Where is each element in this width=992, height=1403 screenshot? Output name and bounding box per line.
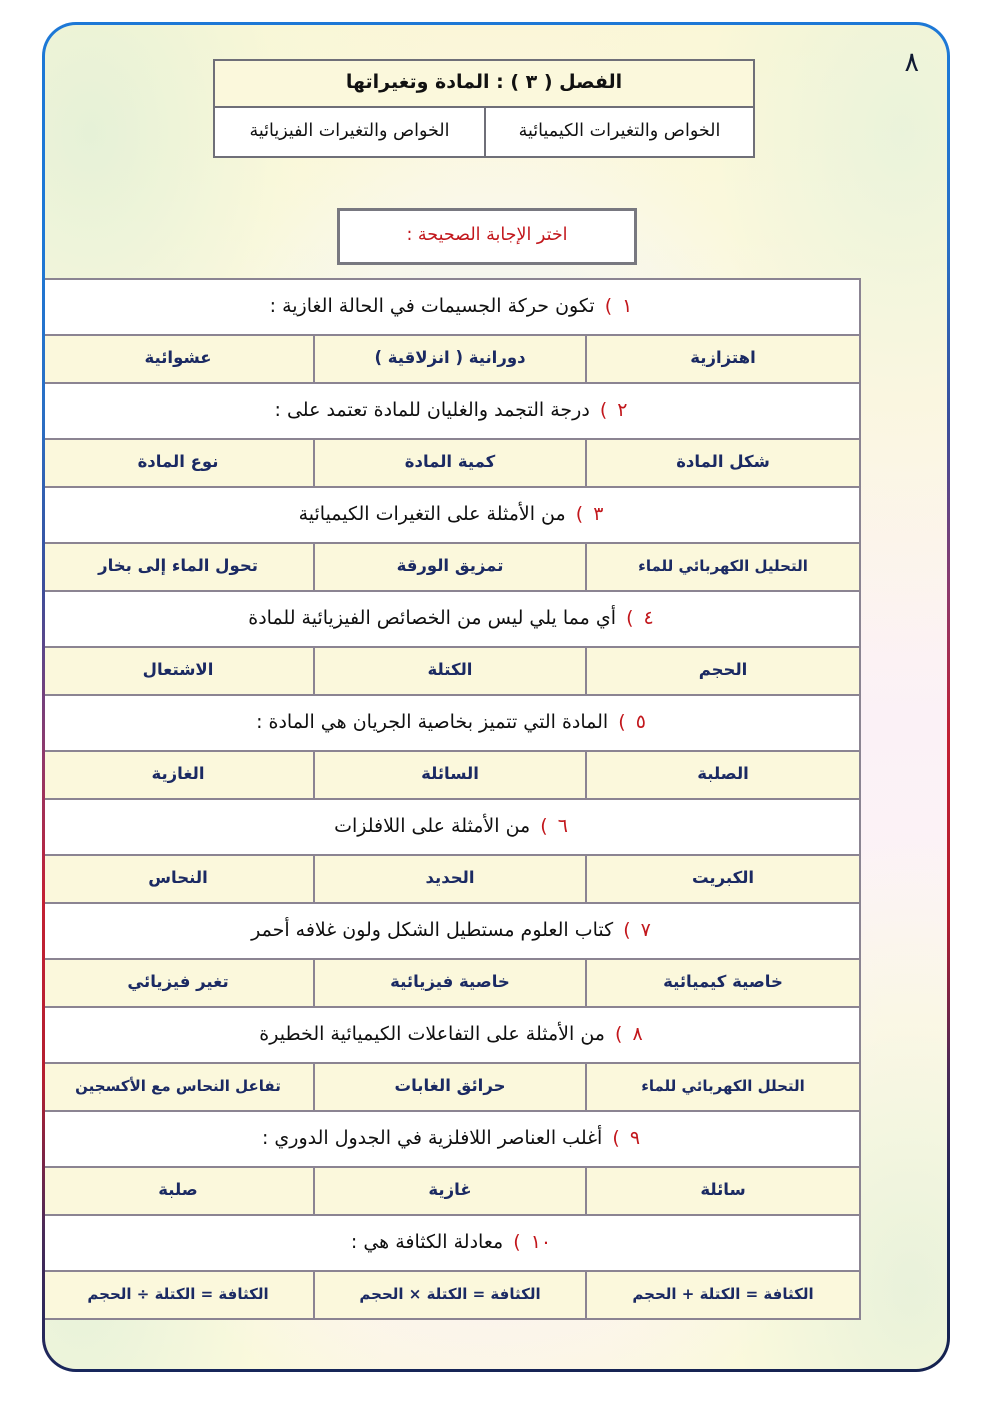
question-number: ٨ [632, 1023, 643, 1046]
option-cell[interactable]: الصلبة [697, 764, 749, 784]
option-cell[interactable]: الكبريت [691, 868, 755, 888]
question-number: ١ [622, 295, 633, 318]
option-cell[interactable]: اهتزازية [690, 348, 756, 368]
question-number: ٦ [557, 815, 568, 838]
question-row: ٨ ) من الأمثلة على التفاعلات الكيميائية … [45, 1008, 859, 1064]
question-row: ٥ ) المادة التي تتميز بخاصية الجريان هي … [45, 696, 859, 752]
question-row: ٤ ) أي مما يلي ليس من الخصائص الفيزيائية… [45, 592, 859, 648]
chapter-title: الفصل ( ٣ ) : المادة وتغيراتها [215, 61, 753, 108]
question-row: ٩ ) أغلب العناصر اللافلزية في الجدول الد… [45, 1112, 859, 1168]
question-number: ٥ [635, 711, 646, 734]
options-row: التحليل الكهربائي للماء تمزيق الورقة تحول … [45, 544, 859, 592]
question-row: ٧ ) كتاب العلوم مستطيل الشكل ولون غلافه … [45, 904, 859, 960]
question-text: من الأمثلة على التفاعلات الكيميائية الخط… [259, 1023, 612, 1046]
instruction-text: اختر الإجابة الصحيحة : [406, 225, 568, 245]
question-paren: ) [540, 815, 548, 838]
page-number: ٨ [904, 47, 919, 78]
question-text: من الأمثلة على التغيرات الكيميائية [298, 503, 572, 526]
instruction-box: اختر الإجابة الصحيحة : [337, 208, 637, 265]
question-paren: ) [513, 1231, 521, 1254]
quiz-table: ١ ) تكون حركة الجسيمات في الحالة الغازية… [45, 278, 861, 1320]
option-cell[interactable]: النحاس [45, 856, 315, 902]
question-text: تكون حركة الجسيمات في الحالة الغازية : [269, 295, 601, 318]
option-cell[interactable]: خاصية فيزيائية [315, 960, 587, 1006]
option-cell[interactable]: الكثافة = الكتلة ÷ الحجم [45, 1272, 315, 1318]
option-cell[interactable]: سائلة [700, 1180, 746, 1200]
question-text: أي مما يلي ليس من الخصائص الفيزيائية للم… [248, 607, 623, 630]
options-row: الكبريت الحديد النحاس [45, 856, 859, 904]
question-number: ٣ [593, 503, 604, 526]
option-cell[interactable]: غازية [315, 1168, 587, 1214]
options-row: شكل المادة كمية المادة نوع المادة [45, 440, 859, 488]
question-paren: ) [615, 1023, 623, 1046]
options-row: سائلة غازية صلبة [45, 1168, 859, 1216]
option-cell[interactable]: الكثافة = الكتلة + الحجم [632, 1285, 814, 1304]
question-text: كتاب العلوم مستطيل الشكل ولون غلافه أحمر [251, 919, 620, 942]
option-cell[interactable]: الاشتعال [45, 648, 315, 694]
question-row: ١ ) تكون حركة الجسيمات في الحالة الغازية… [45, 280, 859, 336]
question-number: ١٠ [530, 1231, 552, 1254]
options-row: التحلل الكهربائي للماء حرائق الغابات تفاعل… [45, 1064, 859, 1112]
option-cell[interactable]: الغازية [45, 752, 315, 798]
option-cell[interactable]: تغير فيزيائي [45, 960, 315, 1006]
option-cell[interactable]: شكل المادة [676, 452, 770, 472]
question-text: أغلب العناصر اللافلزية في الجدول الدوري … [261, 1127, 609, 1150]
question-text: معادلة الكثافة هي : [350, 1231, 510, 1254]
subtopic-physical: الخواص والتغيرات الفيزيائية [249, 120, 450, 141]
question-number: ٩ [629, 1127, 641, 1150]
question-number: ٤ [643, 607, 654, 630]
question-paren: ) [612, 1127, 620, 1150]
options-row: اهتزازية دورانية ( انزلاقية ) عشوائية [45, 336, 859, 384]
option-cell[interactable]: الحجم [698, 660, 748, 680]
options-row: الحجم الكتلة الاشتعال [45, 648, 859, 696]
chapter-header-table: الفصل ( ٣ ) : المادة وتغيراتها الخواص وا… [213, 59, 755, 158]
option-cell[interactable]: تفاعل النحاس مع الأكسجين [45, 1064, 315, 1110]
page-background: ٨ الفصل ( ٣ ) : المادة وتغيراتها الخواص … [45, 25, 947, 1369]
page-frame: ٨ الفصل ( ٣ ) : المادة وتغيراتها الخواص … [42, 22, 950, 1372]
option-cell[interactable]: حرائق الغابات [315, 1064, 587, 1110]
question-row: ٣ ) من الأمثلة على التغيرات الكيميائية [45, 488, 859, 544]
question-paren: ) [599, 399, 608, 422]
option-cell[interactable]: صلبة [45, 1168, 315, 1214]
option-cell[interactable]: التحليل الكهربائي للماء [638, 557, 808, 576]
option-cell[interactable]: الكثافة = الكتلة × الحجم [315, 1272, 587, 1318]
option-cell[interactable]: خاصية كيميائية [663, 972, 783, 992]
option-cell[interactable]: السائلة [315, 752, 587, 798]
question-text: درجة التجمد والغليان للمادة تعتمد على : [274, 399, 596, 422]
question-text: من الأمثلة على اللافلزات [334, 815, 537, 838]
option-cell[interactable]: الكتلة [315, 648, 587, 694]
option-cell[interactable]: عشوائية [45, 336, 315, 382]
option-cell[interactable]: الحديد [315, 856, 587, 902]
question-paren: ) [575, 503, 584, 526]
options-row: خاصية كيميائية خاصية فيزيائية تغير فيزيائي [45, 960, 859, 1008]
question-paren: ) [626, 607, 634, 630]
option-cell[interactable]: تحول الماء إلى بخار [45, 544, 315, 590]
option-cell[interactable]: نوع المادة [45, 440, 315, 486]
option-cell[interactable]: دورانية ( انزلاقية ) [315, 336, 587, 382]
question-number: ٢ [617, 399, 628, 422]
subtopic-chemical: الخواص والتغيرات الكيميائية [484, 107, 753, 156]
question-row: ٦ ) من الأمثلة على اللافلزات [45, 800, 859, 856]
chapter-subtopics-row: الخواص والتغيرات الكيميائية الخواص والتغ… [215, 107, 753, 156]
question-paren: ) [618, 711, 626, 734]
options-row: الصلبة السائلة الغازية [45, 752, 859, 800]
question-paren: ) [604, 295, 613, 318]
option-cell[interactable]: كمية المادة [315, 440, 587, 486]
options-row: الكثافة = الكتلة + الحجم الكثافة = الكتلة… [45, 1272, 859, 1318]
question-row: ٢ ) درجة التجمد والغليان للمادة تعتمد عل… [45, 384, 859, 440]
question-row: ١٠ ) معادلة الكثافة هي : [45, 1216, 859, 1272]
question-number: ٧ [640, 919, 651, 942]
question-paren: ) [623, 919, 631, 942]
option-cell[interactable]: تمزيق الورقة [315, 544, 587, 590]
option-cell[interactable]: التحلل الكهربائي للماء [641, 1077, 805, 1096]
question-text: المادة التي تتميز بخاصية الجريان هي الما… [256, 711, 615, 734]
